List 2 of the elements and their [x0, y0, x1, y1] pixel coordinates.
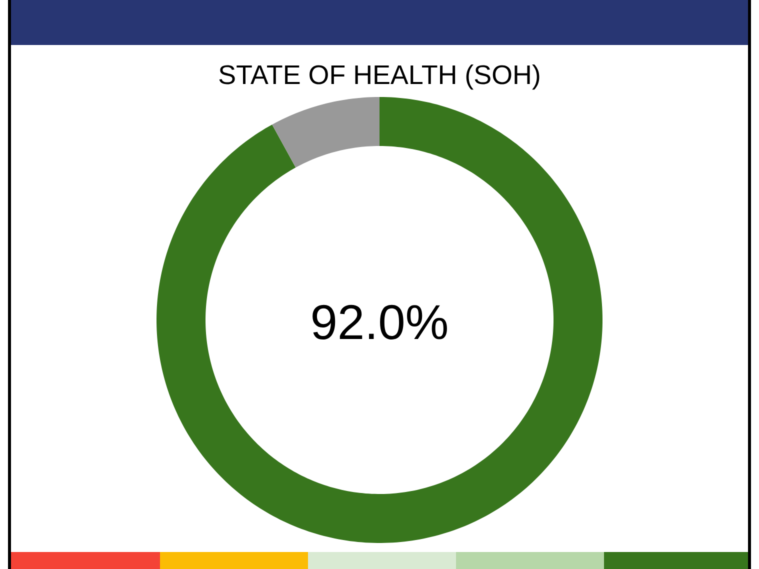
chart-title: STATE OF HEALTH (SOH) [219, 64, 540, 90]
text: 92.0% [312, 304, 447, 340]
